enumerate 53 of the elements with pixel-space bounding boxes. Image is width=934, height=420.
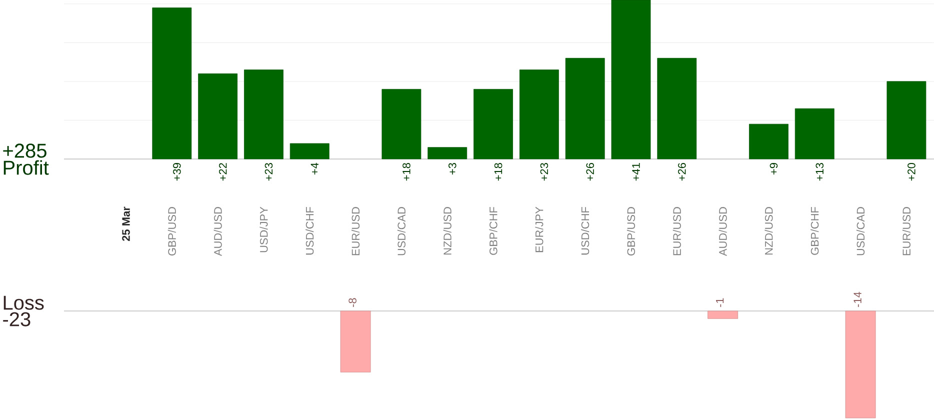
bar — [244, 70, 284, 160]
x-tick-label: USD/CAD — [856, 207, 865, 256]
bar — [611, 0, 651, 160]
data-label: +26 — [586, 163, 594, 181]
data-label: +4 — [310, 162, 318, 175]
y-axis-title: Profit — [4, 160, 49, 175]
x-tick-label: GBP/USD — [168, 207, 176, 256]
bar — [565, 58, 605, 160]
bar — [749, 124, 788, 160]
x-tick-label: USD/CAD — [397, 207, 406, 256]
bar — [474, 88, 513, 160]
x-tick-label: EUR/USD — [352, 207, 360, 256]
x-tick-label: EUR/USD — [902, 207, 910, 256]
bar — [290, 143, 330, 160]
bar — [657, 58, 697, 160]
data-label: +23 — [540, 163, 548, 181]
x-tick-label: NZD/USD — [764, 207, 773, 254]
y-axis-title: Loss — [4, 296, 44, 310]
bar — [152, 8, 192, 160]
x-tick-label: USD/CHF — [581, 206, 590, 255]
x-tick-label: AUD/USD — [718, 207, 727, 256]
x-tick-label: GBP/CHF — [810, 206, 819, 255]
x-tick-label: EUR/USD — [672, 207, 681, 256]
text: +285 — [3, 144, 46, 158]
x-tick-label: GBP/USD — [626, 207, 636, 256]
data-label: +20 — [908, 162, 916, 181]
data-label: +18 — [494, 163, 502, 181]
x-tick-label: USD/JPY — [260, 206, 268, 252]
x-tick-label: AUD/USD — [214, 207, 222, 256]
data-label: -8 — [348, 298, 356, 307]
data-label: +13 — [816, 163, 824, 181]
data-label: +39 — [173, 163, 181, 181]
x-tick-label: EUR/JPY — [535, 206, 544, 252]
x-tick-label: GBP/CHF — [489, 206, 498, 255]
bar — [428, 147, 468, 160]
data-label: +23 — [264, 163, 273, 181]
bar — [794, 108, 834, 160]
bar — [198, 73, 238, 160]
data-label: +41 — [632, 163, 640, 181]
x-tick-label: NZD/USD — [443, 207, 452, 254]
data-label: -14 — [854, 292, 862, 307]
bar — [382, 88, 422, 160]
bar — [519, 70, 559, 160]
text: -23 — [3, 312, 30, 326]
x-tick-label: USD/CHF — [306, 206, 314, 255]
data-label: +18 — [402, 163, 410, 181]
data-label: +9 — [770, 163, 778, 175]
bar — [886, 81, 926, 160]
data-label: -1 — [716, 298, 724, 307]
x-tick-label: 25 Mar — [122, 206, 130, 241]
data-label: +3 — [448, 163, 456, 175]
data-label: +22 — [218, 163, 227, 181]
data-label: +26 — [678, 163, 686, 181]
